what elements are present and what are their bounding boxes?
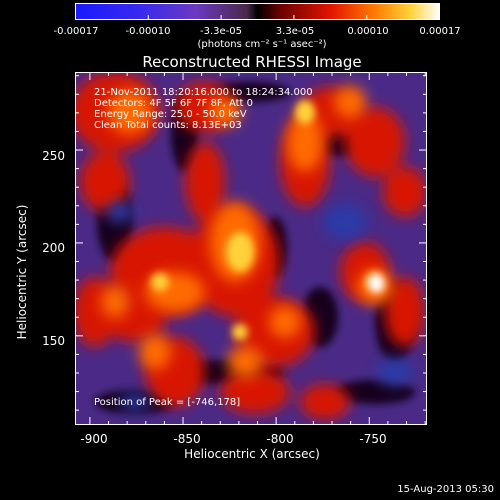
- colorbar-unit-label: (photons cm⁻² s⁻¹ asec⁻²): [197, 39, 327, 50]
- negative-region: [323, 204, 367, 240]
- bright-region: [226, 232, 254, 272]
- bright-region: [295, 100, 315, 124]
- emission-region: [287, 112, 323, 172]
- emission-region: [345, 107, 405, 177]
- colorbar-tick-label: 0.00010: [347, 26, 389, 37]
- emission-region: [108, 90, 152, 134]
- colorbar-tick-label: 0.00017: [419, 26, 461, 37]
- emission-region: [209, 98, 241, 126]
- annotation-time-range: 21-Nov-2011 18:20:16.000 to 18:24:34.000: [94, 87, 313, 98]
- colorbar-tick-label: 3.3e-05: [275, 26, 315, 37]
- y-tick-label: 150: [42, 334, 65, 348]
- colorbar-tick-label: -3.3e-05: [200, 26, 242, 37]
- emission-region: [139, 334, 171, 370]
- x-tick-label: -850: [173, 432, 201, 446]
- annotation-energy-range: Energy Range: 25.0 - 50.0 keV: [94, 109, 247, 120]
- y-axis-label: Heliocentric Y (arcsec): [15, 204, 29, 340]
- colorbar: [75, 3, 440, 20]
- emission-region: [383, 167, 427, 217]
- negative-region: [377, 358, 413, 386]
- annotation-detectors: Detectors: 4F 5F 6F 7F 8F, Att 0: [94, 98, 254, 109]
- emission-region: [385, 277, 425, 347]
- colorbar-tick-label: -0.00010: [125, 26, 171, 37]
- negative-region: [119, 394, 151, 410]
- bright-region: [232, 324, 248, 340]
- negative-region: [106, 202, 134, 222]
- y-tick-label: 200: [42, 241, 65, 255]
- annotation-peak-position: Position of Peak = [-746,178]: [94, 397, 241, 408]
- emission-region: [334, 86, 366, 118]
- emission-region: [220, 370, 290, 414]
- peak-region: [368, 274, 385, 293]
- emission-region: [227, 346, 263, 378]
- emission-region: [80, 152, 130, 212]
- bright-region: [151, 273, 169, 291]
- footer-date: 15-Aug-2013 05:30: [397, 484, 494, 495]
- x-tick-label: -900: [80, 432, 108, 446]
- y-tick-label: 250: [42, 149, 65, 163]
- annotation-method-counts: Clean Total counts: 8.13E+03: [94, 120, 242, 131]
- x-tick-label: -750: [359, 432, 387, 446]
- x-tick-label: -800: [266, 432, 294, 446]
- colorbar-tick-label: -0.00017: [53, 26, 99, 37]
- heatmap-plot: [75, 72, 427, 425]
- x-axis-label: Heliocentric X (arcsec): [184, 447, 320, 461]
- emission-region: [185, 142, 225, 222]
- emission-region: [101, 286, 129, 318]
- chart-title: Reconstructed RHESSI Image: [142, 53, 362, 71]
- emission-region: [300, 384, 350, 420]
- emission-region: [269, 306, 301, 338]
